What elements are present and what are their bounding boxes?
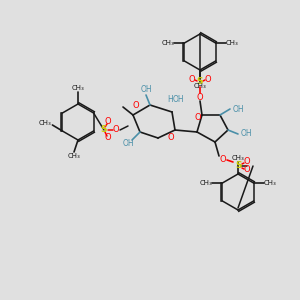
Text: CH₃: CH₃ (39, 120, 52, 126)
Text: OH: OH (122, 140, 134, 148)
Text: CH₃: CH₃ (263, 180, 276, 186)
Text: O: O (167, 133, 174, 142)
Text: O: O (113, 125, 119, 134)
Text: O: O (220, 155, 226, 164)
Text: CH₃: CH₃ (72, 85, 84, 91)
Text: S: S (197, 77, 203, 86)
Text: OH: OH (140, 85, 152, 94)
Text: O: O (205, 76, 211, 85)
Text: O: O (189, 76, 195, 85)
Text: OH: OH (240, 130, 252, 139)
Text: O: O (197, 92, 203, 101)
Text: CH₃: CH₃ (68, 153, 80, 159)
Text: CH₃: CH₃ (232, 155, 244, 161)
Text: O: O (105, 118, 111, 127)
Text: O: O (244, 158, 250, 166)
Text: O: O (244, 166, 250, 175)
Text: CH₃: CH₃ (200, 180, 213, 186)
Text: O: O (132, 101, 139, 110)
Text: CH₃: CH₃ (225, 40, 238, 46)
Text: OH: OH (232, 104, 244, 113)
Text: S: S (101, 125, 107, 134)
Text: H: H (167, 95, 173, 104)
Text: CH₃: CH₃ (162, 40, 175, 46)
Text: OH: OH (172, 95, 184, 104)
Text: O: O (194, 113, 201, 122)
Text: O: O (105, 134, 111, 142)
Text: S: S (236, 161, 242, 170)
Text: CH₃: CH₃ (194, 83, 206, 89)
